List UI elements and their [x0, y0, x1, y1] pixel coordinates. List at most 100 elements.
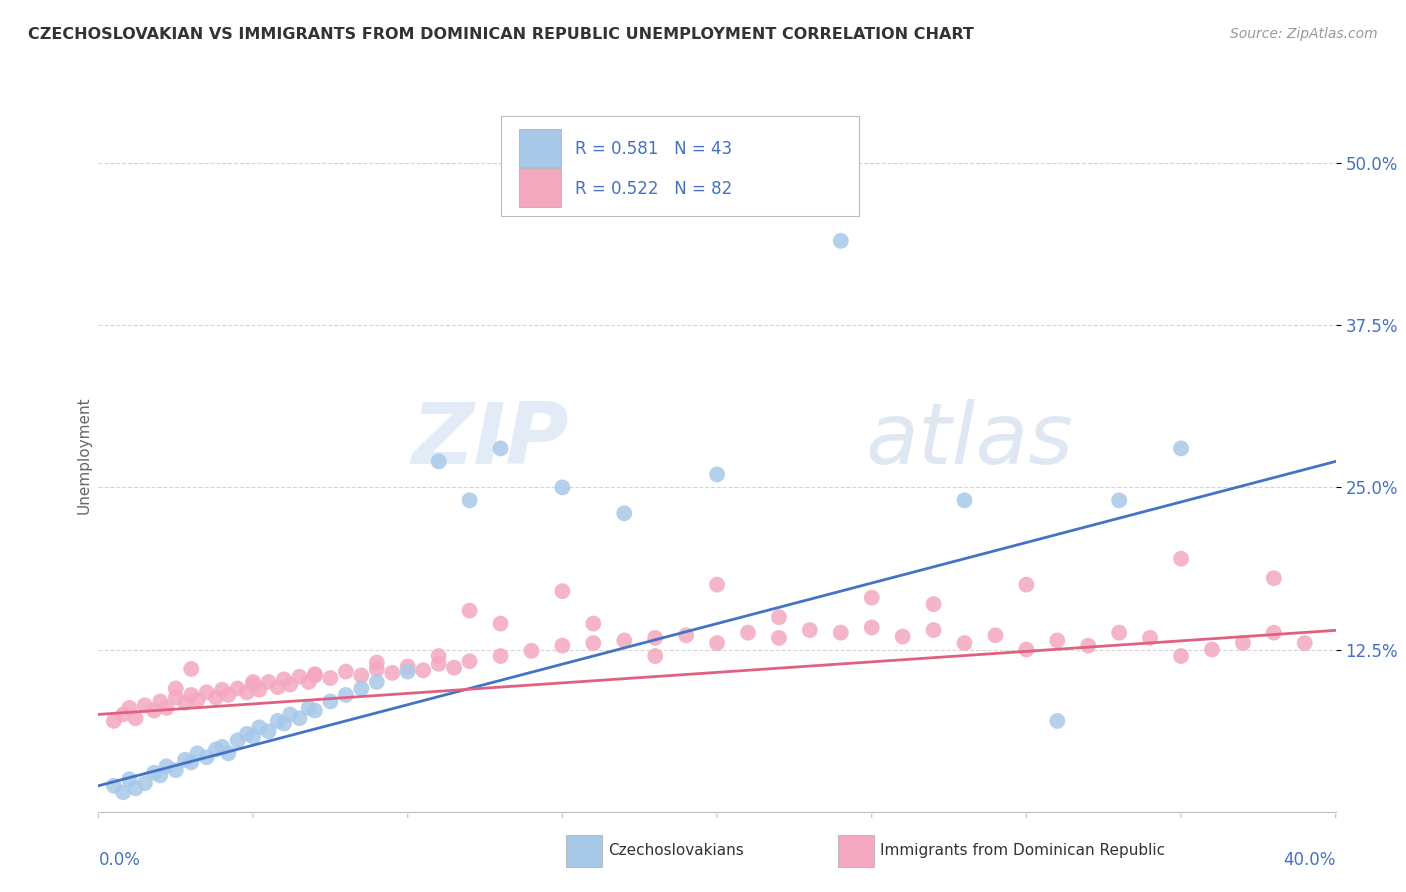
- Point: [217, 747, 239, 761]
- Point: [273, 716, 295, 731]
- Point: [304, 667, 326, 681]
- Point: [195, 685, 218, 699]
- Point: [551, 584, 574, 599]
- Point: [427, 454, 450, 468]
- Point: [226, 681, 249, 696]
- Point: [520, 644, 543, 658]
- Point: [118, 772, 141, 787]
- Point: [706, 577, 728, 591]
- Point: [186, 693, 208, 707]
- Point: [489, 442, 512, 456]
- Point: [1232, 636, 1254, 650]
- Point: [236, 685, 259, 699]
- Point: [458, 604, 481, 618]
- Point: [396, 665, 419, 679]
- Point: [644, 648, 666, 663]
- Point: [180, 688, 202, 702]
- Point: [922, 623, 945, 637]
- Text: R = 0.581   N = 43: R = 0.581 N = 43: [575, 141, 733, 159]
- Point: [112, 785, 135, 799]
- Point: [644, 631, 666, 645]
- Point: [551, 480, 574, 494]
- Point: [1170, 648, 1192, 663]
- FancyBboxPatch shape: [501, 116, 859, 216]
- Point: [143, 704, 166, 718]
- Point: [768, 631, 790, 645]
- Point: [443, 661, 465, 675]
- Point: [247, 720, 270, 734]
- Point: [304, 668, 326, 682]
- Point: [1108, 493, 1130, 508]
- Point: [103, 714, 125, 728]
- Point: [278, 707, 301, 722]
- Text: atlas: atlas: [866, 399, 1074, 483]
- Text: 40.0%: 40.0%: [1284, 851, 1336, 869]
- Point: [288, 711, 311, 725]
- FancyBboxPatch shape: [567, 835, 602, 867]
- Point: [582, 636, 605, 650]
- Text: ZIP: ZIP: [411, 399, 568, 483]
- Point: [551, 639, 574, 653]
- Point: [1015, 642, 1038, 657]
- Text: CZECHOSLOVAKIAN VS IMMIGRANTS FROM DOMINICAN REPUBLIC UNEMPLOYMENT CORRELATION C: CZECHOSLOVAKIAN VS IMMIGRANTS FROM DOMIN…: [28, 27, 974, 42]
- Text: R = 0.522   N = 82: R = 0.522 N = 82: [575, 180, 733, 198]
- Point: [830, 234, 852, 248]
- Point: [211, 682, 233, 697]
- Point: [1077, 639, 1099, 653]
- Point: [1294, 636, 1316, 650]
- Point: [489, 616, 512, 631]
- Point: [186, 747, 208, 761]
- Point: [799, 623, 821, 637]
- Point: [1046, 633, 1069, 648]
- Point: [366, 662, 388, 676]
- Point: [242, 675, 264, 690]
- Point: [134, 776, 156, 790]
- Point: [288, 670, 311, 684]
- Point: [155, 701, 177, 715]
- Point: [458, 493, 481, 508]
- Point: [830, 625, 852, 640]
- Point: [582, 616, 605, 631]
- FancyBboxPatch shape: [519, 128, 561, 168]
- Point: [149, 768, 172, 782]
- Point: [706, 467, 728, 482]
- Point: [350, 681, 373, 696]
- Point: [217, 688, 239, 702]
- Point: [165, 763, 187, 777]
- Point: [298, 701, 321, 715]
- Point: [211, 739, 233, 754]
- Text: 0.0%: 0.0%: [98, 851, 141, 869]
- Point: [953, 636, 976, 650]
- Text: Czechoslovakians: Czechoslovakians: [609, 844, 744, 858]
- Point: [112, 707, 135, 722]
- Text: Immigrants from Dominican Republic: Immigrants from Dominican Republic: [880, 844, 1166, 858]
- Point: [1170, 551, 1192, 566]
- Point: [180, 662, 202, 676]
- Point: [984, 628, 1007, 642]
- Point: [257, 675, 280, 690]
- Point: [366, 675, 388, 690]
- Point: [613, 633, 636, 648]
- Point: [319, 671, 342, 685]
- Point: [381, 665, 404, 680]
- Point: [1015, 577, 1038, 591]
- FancyBboxPatch shape: [519, 168, 561, 207]
- Point: [737, 625, 759, 640]
- Point: [242, 730, 264, 744]
- Point: [675, 628, 697, 642]
- Point: [118, 701, 141, 715]
- Point: [143, 765, 166, 780]
- Point: [236, 727, 259, 741]
- Point: [155, 759, 177, 773]
- Point: [768, 610, 790, 624]
- Point: [1201, 642, 1223, 657]
- Point: [298, 675, 321, 690]
- Point: [860, 620, 883, 634]
- Point: [319, 694, 342, 708]
- Point: [458, 654, 481, 668]
- Y-axis label: Unemployment: Unemployment: [76, 396, 91, 514]
- Point: [396, 659, 419, 673]
- Point: [180, 756, 202, 770]
- Point: [1263, 571, 1285, 585]
- Point: [489, 648, 512, 663]
